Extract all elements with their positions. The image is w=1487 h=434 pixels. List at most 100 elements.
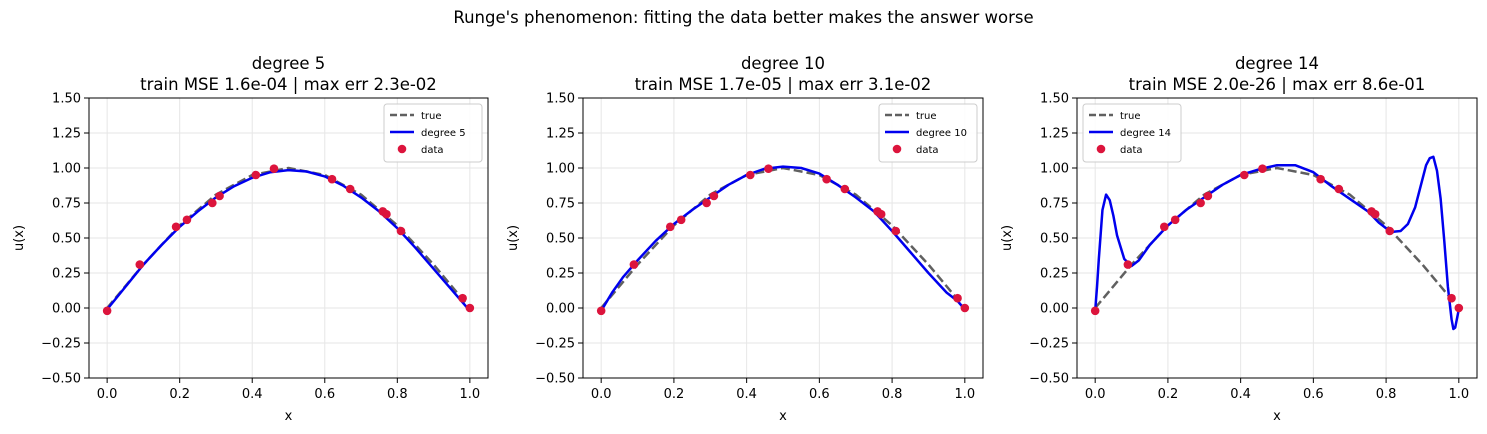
legend-label: data: [421, 145, 444, 156]
data-point: [822, 174, 831, 184]
y-tick-label: 1.50: [1040, 92, 1069, 107]
subplot-1: degree 5 train MSE 1.6e-04 | max err 2.3e…: [12, 54, 489, 424]
data-point: [465, 303, 475, 313]
y-tick-label: 1.25: [52, 127, 81, 142]
data-point: [182, 215, 192, 225]
y-tick-label: −0.25: [535, 337, 575, 352]
data-point: [891, 226, 901, 236]
y-tick-label: 1.25: [1040, 127, 1069, 142]
x-tick-label: 0.4: [242, 387, 263, 402]
x-tick-label: 0.0: [97, 387, 118, 402]
subplot-subtitle: train MSE 2.0e-26 | max err 8.6e-01: [1129, 75, 1426, 94]
data-point: [764, 164, 773, 173]
legend-marker-data: [1096, 144, 1106, 154]
x-tick-label: 0.6: [809, 387, 830, 402]
y-tick-label: 0.50: [1040, 232, 1069, 247]
legend-label: data: [916, 145, 939, 156]
legend-box: [1082, 103, 1182, 163]
plot-frame: [88, 97, 489, 379]
subplot-panels: degree 5 train MSE 1.6e-04 | max err 2.3e…: [12, 54, 1478, 424]
legend-label: degree 10: [916, 128, 967, 139]
data-point: [953, 293, 962, 303]
legend-label: degree 5: [421, 128, 466, 139]
data-point: [171, 222, 181, 232]
y-tick-label: 0.00: [1040, 302, 1069, 317]
legend: true degree 5 data: [383, 103, 483, 163]
data-point: [876, 209, 886, 219]
y-tick-label: −0.50: [41, 372, 81, 387]
legend-marker-data: [397, 144, 407, 154]
data-point: [345, 184, 355, 194]
data-point: [382, 209, 391, 219]
data-point: [665, 222, 675, 232]
y-tick-label: 1.25: [546, 127, 575, 142]
x-axis-label: x: [285, 409, 293, 424]
data-point: [458, 293, 467, 303]
data-point: [1258, 164, 1267, 173]
legend-label: degree 14: [1120, 128, 1171, 139]
y-tick-label: 0.25: [546, 267, 575, 282]
data-point: [1123, 260, 1133, 269]
x-tick-label: 0.8: [1376, 387, 1397, 402]
data-point: [596, 306, 606, 316]
x-tick-label: 1.0: [1448, 387, 1469, 402]
legend-box: [878, 103, 978, 163]
data-point: [251, 170, 261, 180]
data-point: [702, 198, 711, 208]
data-point: [102, 306, 112, 316]
data-point: [745, 170, 755, 180]
fit-curve: [1093, 155, 1461, 331]
data-point: [1454, 303, 1464, 313]
data-point: [135, 260, 145, 269]
x-tick-label: 0.6: [314, 387, 335, 402]
data-point: [269, 164, 279, 173]
x-axis-label: x: [779, 409, 787, 424]
fit-curve: [600, 165, 966, 312]
data-point: [1239, 170, 1249, 180]
data-point: [1170, 215, 1180, 225]
subplot-title: degree 5: [252, 54, 326, 73]
data-point: [629, 260, 639, 269]
legend-label: true: [421, 111, 442, 122]
data-point: [327, 174, 337, 184]
figure-suptitle: Runge's phenomenon: fitting the data bet…: [453, 8, 1033, 27]
data-point: [1385, 226, 1395, 236]
legend-box: [383, 103, 483, 163]
x-tick-label: 1.0: [954, 387, 975, 402]
y-tick-label: 1.50: [546, 92, 575, 107]
data-point: [1203, 191, 1213, 201]
legend: true degree 10 data: [878, 103, 978, 163]
data-point: [960, 303, 970, 313]
y-tick-label: 0.00: [546, 302, 575, 317]
data-point: [1159, 222, 1169, 232]
y-tick-label: 0.50: [52, 232, 81, 247]
subplot-3: degree 14 train MSE 2.0e-26 | max err 8.6…: [1000, 54, 1478, 424]
data-point: [840, 184, 850, 194]
subplot-subtitle: train MSE 1.7e-05 | max err 3.1e-02: [635, 75, 932, 94]
y-tick-label: 0.75: [52, 197, 81, 212]
true-curve: [600, 166, 966, 309]
x-tick-label: 0.2: [1158, 387, 1179, 402]
legend-label: true: [1120, 111, 1141, 122]
fit-curve: [106, 168, 471, 312]
y-tick-label: 1.00: [52, 162, 81, 177]
legend: true degree 14 data: [1082, 103, 1182, 163]
x-tick-label: 0.4: [1230, 387, 1251, 402]
subplot-2: degree 10 train MSE 1.7e-05 | max err 3.1…: [506, 54, 984, 424]
x-tick-label: 0.0: [1085, 387, 1106, 402]
y-axis-label: u(x): [1000, 225, 1015, 251]
x-tick-label: 1.0: [460, 387, 481, 402]
data-point: [1447, 293, 1456, 303]
data-point: [1316, 174, 1325, 184]
subplot-subtitle: train MSE 1.6e-04 | max err 2.3e-02: [140, 75, 437, 94]
x-axis-label: x: [1273, 409, 1281, 424]
data-point: [215, 191, 224, 201]
y-tick-label: 0.75: [546, 197, 575, 212]
y-tick-label: 1.50: [52, 92, 81, 107]
y-tick-label: 0.25: [1040, 267, 1069, 282]
data-point: [1334, 184, 1344, 194]
y-tick-label: −0.50: [535, 372, 575, 387]
y-tick-label: 0.50: [546, 232, 575, 247]
y-tick-label: 1.00: [1040, 162, 1069, 177]
